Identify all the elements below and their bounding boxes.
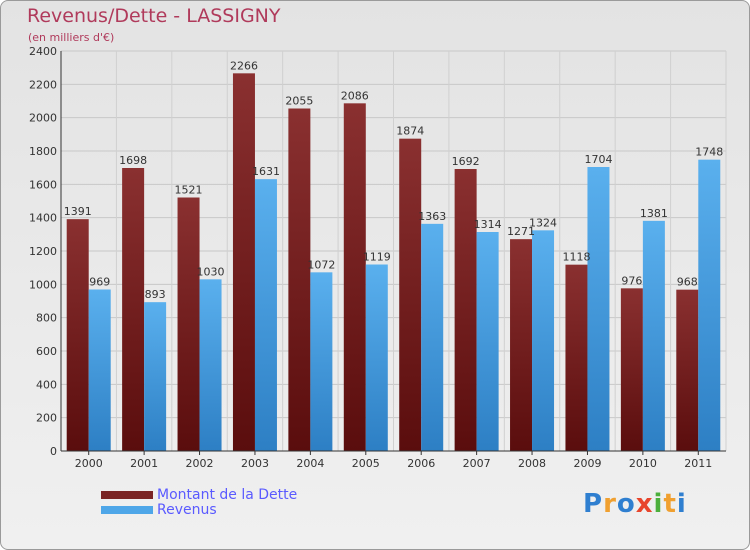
bar-dette <box>620 288 643 451</box>
legend-item-dette: Montant de la Dette <box>101 487 297 503</box>
data-label-revenus: 1314 <box>474 218 502 231</box>
data-label-dette: 1118 <box>562 251 590 264</box>
data-label-revenus: 1631 <box>252 165 280 178</box>
chart-title: Revenus/Dette - LASSIGNY <box>27 5 281 27</box>
bar-dette <box>343 103 366 451</box>
bar-revenus <box>365 264 388 451</box>
legend-label-dette: Montant de la Dette <box>157 487 298 503</box>
proxiti-logo: Proxiti <box>583 489 687 519</box>
data-label-revenus: 893 <box>145 288 166 301</box>
x-tick-label: 2010 <box>629 457 657 470</box>
bar-revenus <box>254 179 277 451</box>
data-label-revenus: 1119 <box>363 251 391 264</box>
bars <box>66 73 721 451</box>
bar-dette <box>177 197 200 451</box>
data-label-revenus: 1072 <box>307 258 335 271</box>
bar-revenus <box>476 232 499 451</box>
x-tick-label: 2009 <box>573 457 601 470</box>
y-tick-label: 1400 <box>29 212 57 225</box>
bar-dette <box>288 108 311 451</box>
bar-dette <box>66 219 89 451</box>
x-tick-label: 2005 <box>352 457 380 470</box>
data-label-revenus: 1704 <box>584 153 612 166</box>
data-label-dette: 1521 <box>175 184 203 197</box>
y-tick-label: 800 <box>36 312 57 325</box>
y-tick-label: 1200 <box>29 245 57 258</box>
bar-dette <box>232 73 255 451</box>
y-tick-label: 1600 <box>29 178 57 191</box>
data-label-dette: 1874 <box>396 125 424 138</box>
bar-dette <box>454 169 477 451</box>
data-label-revenus: 1030 <box>197 265 225 278</box>
x-tick-label: 2002 <box>186 457 214 470</box>
logo-letter: r <box>603 489 617 519</box>
data-label-revenus: 1363 <box>418 210 446 223</box>
y-tick-label: 2400 <box>29 45 57 58</box>
bar-revenus <box>698 159 721 451</box>
chart-subtitle: (en milliers d'€) <box>28 31 115 44</box>
data-label-revenus: 1748 <box>695 146 723 159</box>
x-tick-label: 2008 <box>518 457 546 470</box>
x-tick-label: 2000 <box>75 457 103 470</box>
data-label-dette: 2086 <box>341 89 369 102</box>
data-label-dette: 1271 <box>507 225 535 238</box>
bar-dette <box>122 168 145 451</box>
data-label-dette: 976 <box>621 274 642 287</box>
x-tick-label: 2003 <box>241 457 269 470</box>
x-tick-label: 2011 <box>684 457 712 470</box>
data-label-dette: 1692 <box>452 155 480 168</box>
logo-letter: i <box>653 489 664 519</box>
x-tick-label: 2007 <box>463 457 491 470</box>
bar-dette <box>676 289 699 451</box>
y-tick-label: 600 <box>36 345 57 358</box>
legend-label-revenus: Revenus <box>157 502 217 518</box>
logo-letter: x <box>635 489 654 519</box>
logo-letter: i <box>676 489 687 519</box>
x-tick-label: 2004 <box>296 457 324 470</box>
logo-letter: P <box>583 489 604 519</box>
data-label-revenus: 1381 <box>640 207 668 220</box>
legend-swatch-dette <box>101 491 153 499</box>
data-label-dette: 968 <box>677 276 698 289</box>
y-tick-label: 200 <box>36 412 57 425</box>
y-tick-label: 1800 <box>29 145 57 158</box>
data-label-dette: 1391 <box>64 205 92 218</box>
data-label-dette: 2055 <box>285 95 313 108</box>
legend-item-revenus: Revenus <box>101 502 217 518</box>
y-tick-label: 1000 <box>29 278 57 291</box>
bar-dette <box>510 239 533 451</box>
data-label-revenus: 969 <box>89 276 110 289</box>
logo-letter: t <box>663 489 677 519</box>
bar-revenus <box>144 302 167 451</box>
x-tick-label: 2001 <box>130 457 158 470</box>
bar-dette <box>565 264 588 451</box>
bar-revenus <box>587 167 610 451</box>
axes: 0 200 400 600 800 1000 1200 1400 1600 1800 2000 220… <box>29 45 726 470</box>
bar-dette <box>399 138 422 451</box>
y-tick-label: 2200 <box>29 78 57 91</box>
bar-revenus <box>421 223 444 451</box>
bar-revenus <box>642 220 665 451</box>
data-label-dette: 1698 <box>119 154 147 167</box>
bar-revenus <box>88 289 111 451</box>
bar-revenus <box>532 230 555 451</box>
y-tick-label: 0 <box>50 445 57 458</box>
data-label-dette: 2266 <box>230 59 258 72</box>
y-tick-label: 2000 <box>29 112 57 125</box>
legend-swatch-revenus <box>101 506 153 514</box>
grid-lines <box>60 50 727 452</box>
data-label-revenus: 1324 <box>529 216 557 229</box>
logo-letter: o <box>616 489 636 519</box>
y-tick-label: 400 <box>36 378 57 391</box>
x-tick-label: 2006 <box>407 457 435 470</box>
data-labels: 1391 969 1698 893 1521 1030 2266 1631 2055 1072 20… <box>64 59 724 301</box>
bar-revenus <box>199 279 222 451</box>
bar-revenus <box>310 272 333 451</box>
